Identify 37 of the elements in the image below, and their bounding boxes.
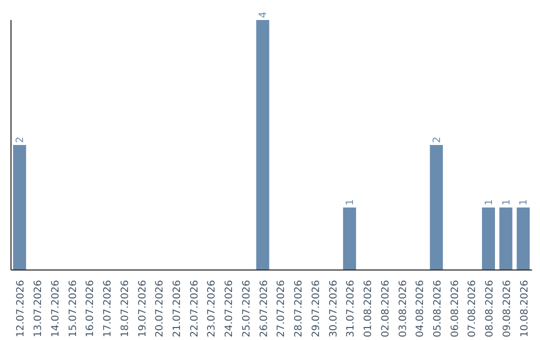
x-tick-label: 12.07.2026 <box>16 280 27 338</box>
x-tick-label: 03.08.2026 <box>398 280 409 338</box>
x-tick-label: 02.08.2026 <box>380 280 392 338</box>
x-tick-label: 26.07.2026 <box>258 280 270 338</box>
x-tick-label: 01.08.2026 <box>363 280 374 338</box>
x-tick-label: 30.07.2026 <box>328 280 340 338</box>
x-tick-label: 07.08.2026 <box>467 280 478 338</box>
x-tick-label: 20.07.2026 <box>154 280 166 338</box>
x-tick-label: 28.07.2026 <box>294 280 305 338</box>
data-label: 4 <box>258 12 270 18</box>
x-tick-label: 22.07.2026 <box>189 280 200 338</box>
x-tick-label: 29.07.2026 <box>310 280 322 338</box>
x-tick-label: 27.07.2026 <box>276 280 288 338</box>
x-tick-label: 06.08.2026 <box>450 280 461 338</box>
data-label: 1 <box>345 199 356 206</box>
data-label: 2 <box>432 136 443 143</box>
x-tick-label: 25.07.2026 <box>241 280 252 338</box>
data-label: 1 <box>518 199 530 206</box>
x-tick-label: 15.07.2026 <box>68 280 79 338</box>
x-tick-label: 04.08.2026 <box>415 280 426 338</box>
x-tick-label: 21.07.2026 <box>172 280 183 338</box>
x-tick-label: 05.08.2026 <box>432 280 444 338</box>
x-tick-label: 10.08.2026 <box>519 280 530 338</box>
x-tick-label: 09.08.2026 <box>502 280 513 338</box>
x-tick-label: 18.07.2026 <box>120 280 131 338</box>
x-tick-label: 08.08.2026 <box>484 280 496 338</box>
x-tick-label: 24.07.2026 <box>224 280 236 338</box>
x-tick-label: 16.07.2026 <box>85 280 96 338</box>
x-tick-label: 31.07.2026 <box>346 280 357 338</box>
x-tick-label: 19.07.2026 <box>137 280 148 338</box>
data-label: 2 <box>15 136 26 143</box>
x-tick-label: 23.07.2026 <box>206 280 218 338</box>
data-label: 1 <box>484 199 495 206</box>
x-tick-label: 14.07.2026 <box>50 280 62 338</box>
data-label: 1 <box>501 199 512 206</box>
x-tick-label: 13.07.2026 <box>33 280 44 338</box>
x-tick-label: 17.07.2026 <box>102 280 114 338</box>
